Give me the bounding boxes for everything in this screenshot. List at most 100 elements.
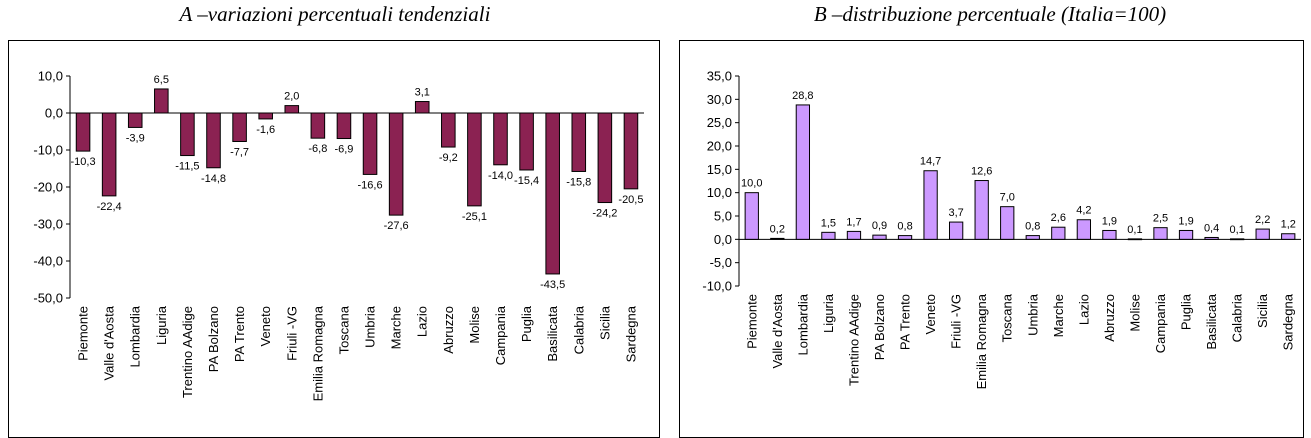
chart-b-y-tick-label: 5,0	[714, 209, 732, 224]
chart-a-data-label: -22,4	[97, 201, 122, 213]
chart-a-category-label: Abruzzo	[441, 306, 456, 354]
chart-b-bar	[1051, 226, 1066, 240]
chart-b-category-label: Lazio	[1076, 294, 1091, 325]
chart-b-bar	[1153, 227, 1168, 240]
chart-a-category-label: Umbria	[363, 305, 378, 348]
chart-b: 35,0 30,0 25,0 20,0 15,0 10,0 5,0 0,0 -5,0 -10,0 1…	[679, 40, 1304, 438]
chart-a-data-label: 2,0	[284, 91, 299, 103]
chart-b-category-label: Liguria	[821, 293, 836, 333]
chart-b-y-tick-label: 20,0	[707, 139, 732, 154]
chart-b-data-label: 0,2	[770, 223, 785, 235]
chart-b-bar	[821, 231, 836, 240]
chart-a-category-label: Puglia	[519, 305, 534, 342]
chart-a-category-label: PA Trento	[232, 306, 247, 362]
chart-b-bar	[1281, 233, 1296, 240]
chart-a-bar	[154, 88, 169, 114]
chart-a-category-label: Trentino AAdige	[180, 306, 195, 398]
chart-a: 10,0 0,0 -10,0 -20,0 -30,0 -40,0 -50,0 -10,3 Pie…	[8, 40, 660, 438]
chart-b-category-label: Lombardia	[795, 293, 810, 355]
chart-b-category-label: Campania	[1153, 293, 1168, 353]
chart-a-bar	[75, 112, 91, 152]
chart-a-y-tick-label: 0,0	[45, 106, 63, 121]
chart-a-y-tick-label: -50,0	[33, 291, 63, 306]
chart-a-category-label: Emilia Romagna	[310, 305, 325, 401]
chart-a-bar	[571, 112, 587, 172]
chart-b-category-label: PA Bolzano	[872, 294, 887, 360]
chart-a-bar	[127, 112, 143, 128]
chart-a-data-label: -3,9	[126, 132, 145, 144]
chart-b-y-tick-label: 15,0	[707, 162, 732, 177]
chart-b-bar	[1127, 238, 1143, 241]
chart-a-category-label: Campania	[493, 305, 508, 365]
chart-b-data-label: 0,9	[872, 220, 887, 232]
chart-b-bar	[1076, 219, 1092, 240]
chart-a-data-label: -11,5	[175, 161, 199, 173]
chart-a-category-label: Lombardia	[128, 305, 143, 367]
chart-b-data-label: 1,2	[1281, 219, 1296, 231]
chart-b-category-label: Molise	[1127, 294, 1142, 332]
chart-a-data-label: -43,5	[540, 279, 565, 291]
chart-a-bar	[519, 112, 534, 171]
chart-a-bar	[467, 112, 482, 207]
chart-a-bar	[258, 112, 273, 120]
chart-b-y-tick-label: -10,0	[702, 279, 732, 294]
chart-b-y-tick-label: 30,0	[707, 92, 732, 107]
chart-a-data-label: -15,4	[514, 175, 539, 187]
chart-a-category-label: PA Bolzano	[206, 306, 221, 372]
chart-b-y-tick-label: 10,0	[707, 185, 732, 200]
chart-b-data-label: 14,7	[920, 156, 941, 168]
chart-a-category-label: Piemonte	[76, 306, 91, 361]
chart-b-data-label: 10,0	[741, 178, 762, 190]
chart-a-y-tick-label: -10,0	[33, 143, 63, 158]
chart-b-data-label: 4,2	[1076, 205, 1091, 217]
chart-a-bar	[101, 112, 117, 197]
chart-b-bar	[1229, 238, 1245, 241]
chart-a-category-label: Sardegna	[623, 305, 638, 362]
chart-a-category-label: Sicilia	[597, 305, 612, 340]
chart-b-category-label: Basilicata	[1204, 293, 1219, 349]
chart-b-bar	[1255, 228, 1270, 240]
chart-a-category-label: Friuli -VG	[284, 306, 299, 361]
chart-b-bar	[1204, 236, 1219, 240]
chart-a-bar	[180, 112, 195, 157]
chart-b-data-label: 3,7	[948, 207, 963, 219]
chart-a-data-label: -1,6	[256, 124, 275, 136]
chart-b-bar	[872, 234, 887, 240]
chart-b-bar	[1102, 229, 1117, 240]
chart-b-bar	[923, 170, 938, 240]
chart-b-data-label: 0,1	[1229, 224, 1244, 236]
chart-a-category-label: Calabria	[571, 305, 586, 354]
chart-b-category-label: Umbria	[1025, 293, 1040, 336]
chart-a-bar	[414, 101, 430, 114]
chart-a-bar	[232, 112, 247, 142]
chart-a-bar	[388, 112, 404, 216]
chart-b-data-label: 1,5	[821, 217, 836, 229]
chart-a-y-tick-label: -40,0	[33, 254, 63, 269]
chart-a-data-label: -25,1	[462, 211, 487, 223]
chart-a-data-label: -9,2	[439, 152, 458, 164]
chart-b-category-label: Trentino AAdige	[846, 294, 861, 386]
chart-a-y-tick-label: -20,0	[33, 180, 63, 195]
chart-b-data-label: 0,8	[897, 221, 912, 233]
chart-a-data-label: -14,0	[488, 170, 513, 182]
chart-a-bar	[310, 112, 326, 139]
chart-b-bar	[1025, 235, 1040, 240]
chart-a-bar	[597, 112, 613, 204]
chart-b-category-label: Calabria	[1230, 293, 1245, 342]
chart-b-data-label: 1,7	[846, 216, 861, 228]
chart-b-data-label: 12,6	[971, 166, 992, 178]
chart-b-category-label: Sicilia	[1255, 293, 1270, 328]
chart-b-title: B –distribuzione percentuale (Italia=100…	[813, 2, 1167, 26]
chart-a-category-label: Basilicata	[545, 305, 560, 361]
chart-b-category-label: Marche	[1051, 294, 1066, 337]
chart-b-category-label: Friuli -VG	[949, 294, 964, 349]
chart-a-bar	[362, 112, 378, 175]
chart-b-data-label: 0,8	[1025, 221, 1040, 233]
chart-b-category-label: Valle d'Aosta	[770, 293, 785, 368]
chart-b-data-label: 7,0	[1000, 192, 1015, 204]
chart-a-y-tick-label: 10,0	[38, 69, 63, 84]
chart-a-data-label: -16,6	[358, 179, 383, 191]
chart-a-category-label: Molise	[467, 306, 482, 344]
chart-b-category-label: Emilia Romagna	[974, 293, 989, 389]
chart-b-category-label: Sardegna	[1281, 293, 1296, 350]
